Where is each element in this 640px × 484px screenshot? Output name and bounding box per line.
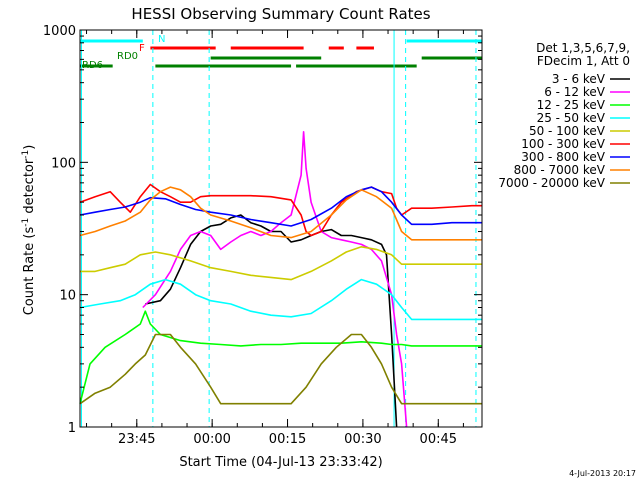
x-axis-label: Start Time (04-Jul-13 23:33:42) <box>179 455 382 470</box>
series-line <box>79 183 482 237</box>
series-line <box>79 333 482 405</box>
cyan-markers <box>81 30 477 427</box>
legend-label: 12 - 25 keV <box>537 98 606 112</box>
legend-label: 300 - 800 keV <box>521 150 605 164</box>
flag-bars <box>80 39 482 68</box>
series-line <box>142 131 408 428</box>
x-tick-label: 23:45 <box>118 432 155 447</box>
legend-label: 6 - 12 keV <box>544 85 606 99</box>
y-axis-label: Count Rate (s-1 detector-1) <box>21 145 37 316</box>
x-tick-label: 00:15 <box>269 432 306 447</box>
series-line <box>145 214 398 428</box>
series-lines <box>79 131 482 428</box>
y-tick-label: 100 <box>51 156 76 171</box>
x-tick-label: 00:00 <box>193 432 230 447</box>
y-tick-label: 1 <box>68 421 76 436</box>
legend: Det 1,3,5,6,7,9, FDecim 1, Att 0 3 - 6 k… <box>498 41 630 190</box>
plot-frame <box>79 29 483 428</box>
legend-label: 50 - 100 keV <box>529 124 606 138</box>
flag-label-f: F <box>139 43 145 54</box>
legend-label: 3 - 6 keV <box>552 72 606 86</box>
flag-label-n: N <box>158 34 165 45</box>
y-tick-label: 1000 <box>43 24 76 39</box>
series-line <box>80 246 482 281</box>
series-line <box>79 310 482 404</box>
legend-label: 800 - 7000 keV <box>514 163 606 177</box>
flag-label-rd0: RD0 <box>117 51 138 62</box>
legend-label: 7000 - 20000 keV <box>498 176 605 190</box>
series-line <box>79 186 482 241</box>
legend-header-line2: FDecim 1, Att 0 <box>537 54 630 68</box>
legend-label: 25 - 50 keV <box>537 111 606 125</box>
series-line <box>79 186 482 227</box>
flag-label-rd6: RD6 <box>82 60 103 71</box>
x-tick-label: 00:30 <box>344 432 381 447</box>
y-tick-label: 10 <box>59 289 76 304</box>
axes: 1 10 100 1000 23:45 00:00 00:15 00:30 00:45 <box>43 24 482 447</box>
legend-label: 100 - 300 keV <box>521 137 605 151</box>
timestamp: 4-Jul-2013 20:17 <box>569 469 636 478</box>
legend-header-line1: Det 1,3,5,6,7,9, <box>536 41 630 55</box>
series-line <box>79 278 482 321</box>
x-tick-label: 00:45 <box>420 432 457 447</box>
chart-title: HESSI Observing Summary Count Rates <box>131 5 430 23</box>
